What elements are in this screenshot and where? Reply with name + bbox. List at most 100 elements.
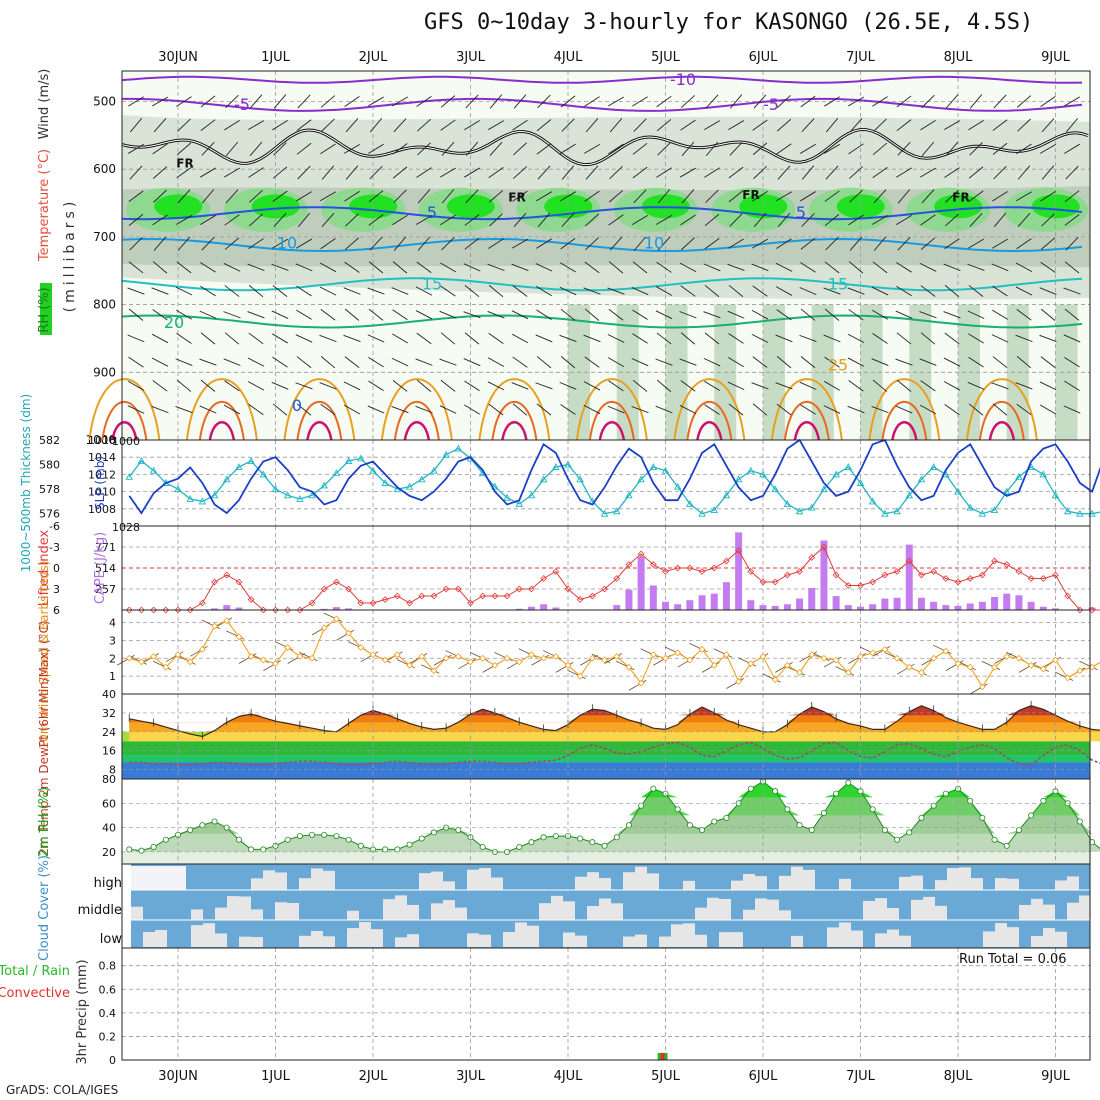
wind-barb [345,213,359,227]
wind-barb [1016,356,1032,369]
rh2m-point [199,822,206,829]
wind-barb [969,94,983,109]
wind-barb [512,285,528,297]
wind-barb [799,334,817,342]
lifted-point [686,564,694,572]
wind-barb [249,141,263,156]
thickness-point [552,463,560,470]
isotherm-line [121,237,1083,253]
isotherm-label: 20 [164,313,184,332]
lifted-point [454,585,462,593]
wind-barb [440,332,456,345]
cloud-block [503,932,515,947]
thickness-tick-label: 576 [39,508,60,521]
wind-barb [1015,286,1033,296]
cloud-block [299,878,311,890]
wind10m-point [991,663,998,671]
wind-barb [535,382,553,390]
cloud-block [347,928,359,947]
wind-barb [272,403,288,416]
wind10m-barb [737,657,757,667]
isotherm-label: 25 [828,356,848,375]
wind-barb [368,143,384,154]
wind-barb [391,405,409,414]
wind-barb [631,358,649,367]
wind-barb [607,96,625,107]
lifted-point [1076,606,1084,614]
cape-bar [1003,593,1011,610]
precip-frame [121,947,1091,1061]
wind-barb [321,118,335,132]
lifted-point [820,543,828,551]
wind-barb [921,94,935,109]
lifted-point [869,578,877,586]
lifted-point [296,606,304,614]
cape-bar [1039,606,1047,610]
wind-barb [1041,213,1055,227]
wind-barb [583,287,601,295]
wind-barb [633,189,647,204]
lifted-point [528,585,535,593]
wind-barb [1064,96,1080,107]
surface-isotherm [868,378,941,441]
upper-air-panel: 500 600 700 800 900 1000 -10 -5 -5 5 5 10 10 15 15 20 25… [40,70,1091,447]
wind-barb [416,261,432,274]
wind10m-barb [1054,671,1074,681]
temp-band [122,762,1090,779]
wind-barb [176,261,192,274]
rh2m-point [540,834,547,841]
wind-barb [992,119,1008,131]
wind-barb [440,119,456,131]
wind-barb [1039,143,1057,154]
wind-barb [273,142,287,156]
wind10m-point [966,663,974,671]
wind-barb [1065,117,1079,133]
thickness-point [832,470,840,478]
cape-bar [1052,608,1059,610]
lifted-point [211,578,218,586]
cape-bar [613,605,621,610]
wind10m-point [1039,665,1047,673]
wind10m-point [528,651,535,659]
rh2m-point [784,806,791,813]
wind10m-point [418,653,426,660]
wind-barb [415,215,433,225]
wind-barb [752,285,768,297]
surface-isotherm [380,378,453,441]
surface-isotherm-hot [891,421,918,441]
wind-barb [415,310,433,320]
wind-barb [921,141,935,157]
rh2m-point [187,827,194,834]
rh-tick-label: 80 [102,773,116,786]
top-date-label: 8JUL [944,50,974,65]
rh2m-point [674,806,681,813]
wind10m-point [857,653,864,660]
wind-barb [777,94,791,108]
wind-barb [511,382,529,390]
wind-barb [1064,380,1080,391]
wind-barb [584,356,600,368]
wind10m-point [125,654,133,662]
wind-barb [608,214,624,226]
wind-barb [1040,308,1056,321]
wind-barb [511,333,529,344]
wind10m-barb [190,645,208,657]
rh2m-point [528,839,535,846]
rh2m-point [418,835,425,842]
thickness-point [381,479,389,486]
wind-barb [1064,356,1080,368]
cloud-block [1031,898,1043,920]
rh2m-point [211,818,218,825]
rh2m-point [309,831,316,838]
wind-barb [823,405,841,414]
wind-barb [536,285,552,297]
temp-axis-titles: 2m Temp 2m DewPt (6hr Min/Max) (°C) [37,620,51,855]
precip-tick-label: 0.8 [99,960,117,973]
wind10m-point [930,654,938,662]
wind-barb [657,236,671,251]
wind-barb [872,142,888,156]
wind-barb [751,263,769,272]
wind-barb [583,334,601,343]
precip3h-panel: 0.8 0.6 0.4 0.2 0 [99,947,1091,1067]
lifted-point [564,585,572,593]
